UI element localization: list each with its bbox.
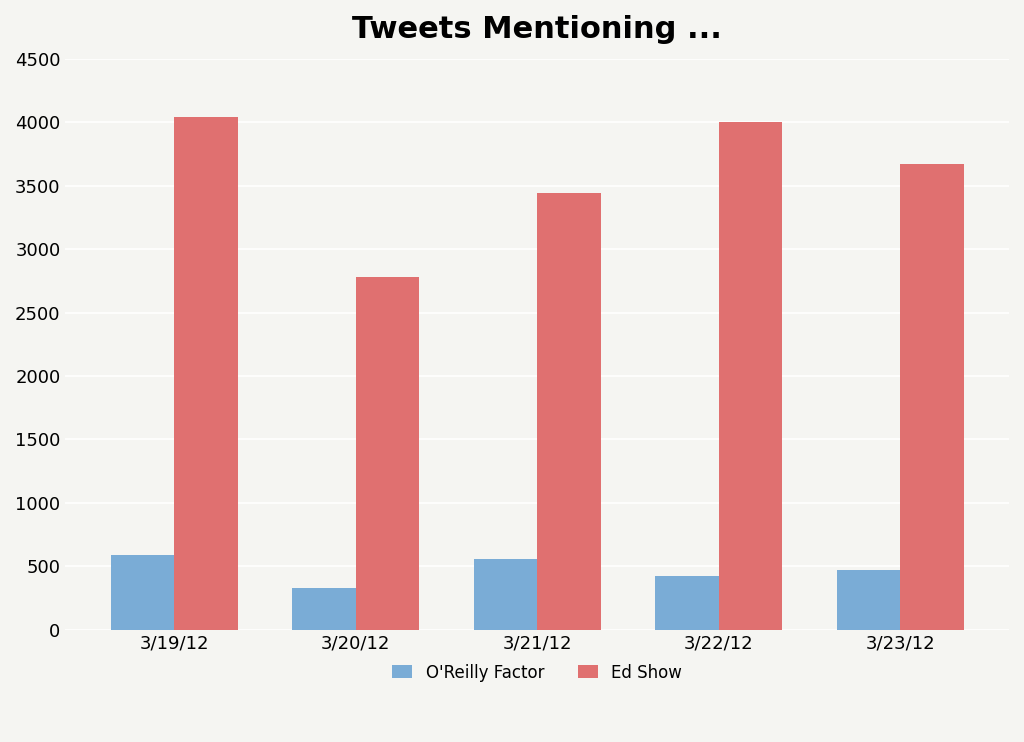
Bar: [174, 117, 238, 630]
Bar: [900, 164, 964, 630]
Legend: O'Reilly Factor, Ed Show: O'Reilly Factor, Ed Show: [384, 655, 690, 690]
Bar: [655, 577, 719, 630]
Bar: [837, 570, 900, 630]
Bar: [538, 194, 601, 630]
Bar: [719, 122, 782, 630]
Bar: [292, 588, 355, 630]
Bar: [111, 555, 174, 630]
Bar: [474, 559, 538, 630]
Bar: [355, 277, 419, 630]
Title: Tweets Mentioning ...: Tweets Mentioning ...: [352, 15, 722, 44]
